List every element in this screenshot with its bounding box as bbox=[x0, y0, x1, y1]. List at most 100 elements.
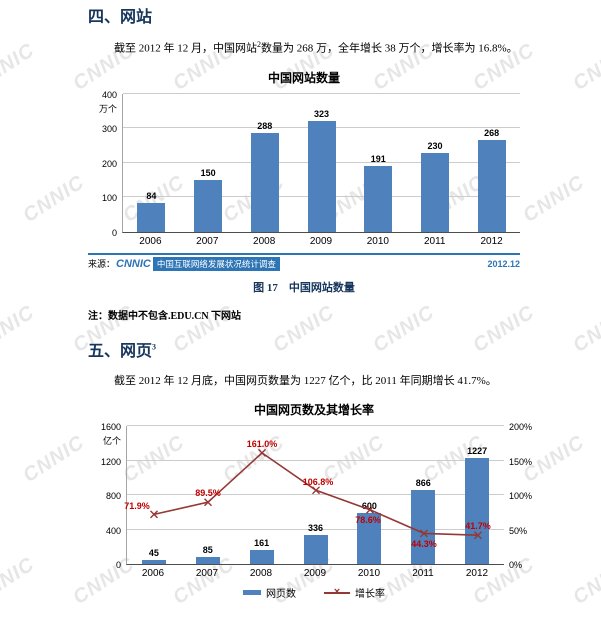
y-tick-label: 0 bbox=[111, 227, 117, 238]
right-tick-label: 100% bbox=[509, 491, 533, 502]
legend-item-bars: 网页数 bbox=[243, 585, 296, 600]
bar-value-label: 323 bbox=[314, 108, 330, 119]
line-series-swatch-icon: × bbox=[324, 586, 350, 597]
legend-label-bars: 网页数 bbox=[266, 589, 296, 601]
report-page: 四、网站 截至 2012 年 12 月，中国网站2数量为 268 万，全年增长 … bbox=[88, 9, 545, 600]
bar-cell: 323 bbox=[293, 94, 350, 232]
bar-value-label: 600 bbox=[361, 500, 377, 511]
bar-value-label: 150 bbox=[200, 168, 216, 179]
bar-value-label: 288 bbox=[257, 120, 273, 131]
y-axis-unit: 万个 bbox=[98, 103, 117, 114]
bar bbox=[250, 132, 279, 232]
x-tick-label: 2011 bbox=[423, 235, 446, 247]
y-tick-label: 200 bbox=[101, 158, 117, 169]
website-paragraph: 截至 2012 年 12 月，中国网站2数量为 268 万，全年增长 38 万个… bbox=[88, 39, 545, 57]
y-axis-unit: 亿个 bbox=[102, 436, 121, 447]
section-webpage-heading-text: 五、网页 bbox=[88, 342, 153, 360]
section-webpage-heading: 五、网页3 bbox=[88, 342, 545, 363]
right-tick-label: 0% bbox=[509, 560, 523, 571]
bar bbox=[420, 152, 449, 232]
chart2-legend: 网页数 × 增长率 bbox=[88, 585, 540, 600]
chart1-title: 中国网站数量 bbox=[267, 70, 340, 85]
bar-value-label: 268 bbox=[484, 127, 500, 138]
x-tick-label: 2007 bbox=[195, 568, 219, 580]
bar bbox=[477, 139, 506, 232]
bar-cell: 600 bbox=[342, 426, 396, 565]
gridline bbox=[127, 528, 504, 530]
growth-rate-line bbox=[150, 449, 482, 540]
webpage-count-chart: 中国网页数及其增长率 0 400 800 1200 1600 亿个 45 85 161 336 6… bbox=[88, 401, 540, 600]
bar bbox=[465, 458, 490, 565]
bar-cell: 230 bbox=[407, 94, 464, 232]
bar-cell: 336 bbox=[289, 426, 343, 565]
footnote: 注：数据中不包含.EDU.CN 下网站 bbox=[88, 310, 242, 322]
cnnic-logo: CNNIC bbox=[116, 257, 151, 270]
x-tick-label: 2011 bbox=[412, 568, 434, 580]
bar bbox=[249, 550, 274, 565]
website-paragraph-text-2: 数量为 268 万，全年增长 38 万个，增长率为 16.8%。 bbox=[261, 42, 518, 55]
gridline bbox=[127, 494, 504, 496]
bar-group: 84 150 288 323 191 230 268 bbox=[123, 94, 520, 232]
right-tick-label: 200% bbox=[509, 422, 533, 433]
bar bbox=[194, 180, 223, 232]
bar-value-label: 84 bbox=[146, 190, 157, 201]
x-tick-label: 2008 bbox=[249, 568, 273, 580]
chart2-x-axis: 2006 2007 2008 2009 2010 2011 2012 bbox=[126, 565, 504, 579]
growth-rate-label: 78.6% bbox=[355, 515, 381, 526]
x-tick-label: 2008 bbox=[253, 235, 276, 247]
x-tick-label: 2007 bbox=[196, 235, 219, 247]
y-tick-label: 300 bbox=[101, 124, 117, 135]
y-tick-label: 800 bbox=[105, 491, 121, 502]
bar-cell: 866 bbox=[396, 426, 450, 565]
bar-cell: 85 bbox=[181, 426, 235, 565]
growth-rate-label: 106.8% bbox=[302, 476, 334, 487]
section-website-heading: 四、网站 bbox=[88, 9, 153, 26]
bar-cell: 84 bbox=[123, 94, 180, 232]
bar bbox=[411, 489, 436, 565]
footnote-ref-2: 2 bbox=[257, 39, 261, 49]
bar-value-label: 85 bbox=[202, 544, 213, 555]
footnote-ref-3: 3 bbox=[152, 342, 157, 352]
growth-rate-label: 71.9% bbox=[124, 500, 150, 511]
gridline bbox=[123, 92, 520, 94]
legend-label-line: 增长率 bbox=[355, 589, 385, 601]
source-strip: 来源： CNNIC 中国互联网络发展状况统计调查 2012.12 bbox=[88, 252, 520, 271]
right-tick-label: 50% bbox=[509, 525, 528, 536]
x-tick-label: 2006 bbox=[141, 568, 165, 580]
website-count-chart: 中国网站数量 0 100 200 300 400 万个 84 150 288 323 191 230… bbox=[88, 69, 520, 295]
x-tick-label: 2006 bbox=[139, 235, 162, 247]
x-tick-label: 2009 bbox=[309, 235, 333, 247]
bar-cell: 45 bbox=[127, 426, 181, 565]
bar-value-label: 161 bbox=[254, 538, 270, 549]
bar-cell: 191 bbox=[350, 94, 407, 232]
gridline bbox=[127, 425, 504, 427]
chart1-x-axis: 2006 2007 2008 2009 2010 2011 2012 bbox=[122, 233, 520, 247]
y-tick-label: 400 bbox=[105, 525, 121, 536]
growth-rate-label: 44.3% bbox=[411, 538, 437, 549]
right-tick-label: 150% bbox=[509, 456, 533, 467]
bar bbox=[357, 512, 382, 565]
chart2-title: 中国网页数及其增长率 bbox=[253, 403, 374, 418]
y-tick-label: 0 bbox=[115, 560, 121, 571]
source-prefix: 来源： bbox=[88, 259, 116, 270]
chart2-right-axis: 0% 50% 100% 150% 200% bbox=[504, 422, 540, 570]
bar bbox=[141, 560, 166, 565]
figure-17-caption: 图 17 中国网站数量 bbox=[253, 281, 355, 294]
growth-rate-label: 89.5% bbox=[195, 488, 221, 499]
bar bbox=[307, 120, 336, 232]
x-tick-label: 2010 bbox=[366, 235, 389, 247]
bar bbox=[364, 166, 393, 232]
bar-cell: 268 bbox=[463, 94, 520, 232]
chart2-plot-row: 0 400 800 1200 1600 亿个 45 85 161 336 600 866 1227 71… bbox=[88, 422, 540, 570]
bar-value-label: 45 bbox=[148, 548, 159, 559]
website-paragraph-text: 截至 2012 年 12 月，中国网站 bbox=[114, 42, 257, 55]
y-tick-label: 400 bbox=[101, 89, 117, 100]
x-tick-label: 2012 bbox=[465, 568, 489, 580]
bar bbox=[137, 202, 166, 232]
bar bbox=[195, 556, 220, 565]
bar-value-label: 191 bbox=[370, 154, 386, 165]
chart1-y-axis: 0 100 200 300 400 万个 bbox=[88, 90, 122, 238]
bar-value-label: 1227 bbox=[467, 446, 488, 457]
y-tick-label: 1200 bbox=[100, 456, 121, 467]
x-tick-label: 2012 bbox=[480, 235, 503, 247]
